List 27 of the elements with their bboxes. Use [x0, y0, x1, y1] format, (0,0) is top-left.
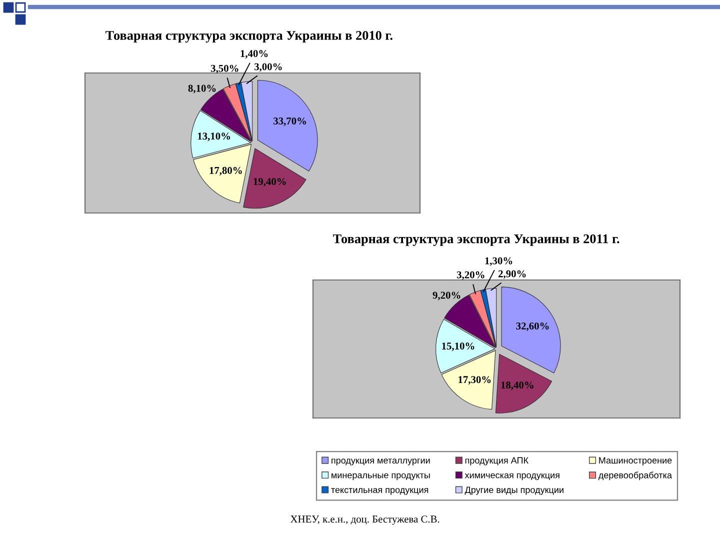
legend-label: деревообработка [598, 472, 672, 480]
text: ХНЕУ, к.е.н., доц. Бестужева С.В. [290, 516, 440, 525]
chart-title: Товарная структура экспорта Украины в 2011 г. [333, 234, 620, 246]
data-label: 1,30% [485, 257, 512, 266]
data-label: 3,50% [210, 64, 238, 74]
legend-label: продукция металлургии [332, 458, 430, 466]
data-label: 13,10% [198, 132, 230, 142]
legend-label: Другие виды продукции [464, 486, 564, 495]
data-label: 1,40% [240, 50, 268, 59]
data-label: 33,70% [274, 117, 306, 126]
legend-label: химическая продукция [464, 473, 560, 480]
data-label: 17,80% [210, 166, 242, 176]
data-label: 8,10% [188, 84, 216, 94]
chart-title: Товарная структура экспорта Украины в 2010 г. [105, 30, 392, 43]
data-label: 32,60% [516, 322, 549, 332]
legend-label: минеральные продукты [332, 473, 430, 480]
data-label: 18,40% [501, 382, 534, 390]
legend-label: Машиностроение [599, 457, 672, 466]
legend-label: текстильная продукция [331, 488, 428, 495]
data-label: 2,90% [498, 270, 526, 279]
legend-label: продукция АПК [465, 457, 528, 466]
data-label: 15,10% [442, 342, 474, 352]
data-label: 9,20% [432, 292, 460, 300]
data-label: 3,20% [456, 271, 484, 280]
data-label: 17,30% [458, 376, 491, 385]
data-label: 19,40% [254, 178, 286, 187]
data-label: 3,00% [254, 63, 282, 72]
